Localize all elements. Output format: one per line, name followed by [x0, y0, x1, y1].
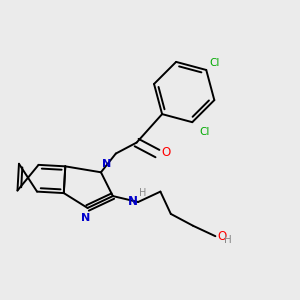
- Text: H: H: [139, 188, 147, 198]
- Text: N: N: [102, 159, 112, 169]
- Text: O: O: [218, 230, 227, 243]
- Text: N: N: [82, 213, 91, 223]
- Text: Cl: Cl: [209, 58, 220, 68]
- Text: Cl: Cl: [200, 127, 210, 136]
- Text: O: O: [161, 146, 170, 160]
- Text: N: N: [128, 195, 137, 208]
- Text: H: H: [224, 235, 232, 245]
